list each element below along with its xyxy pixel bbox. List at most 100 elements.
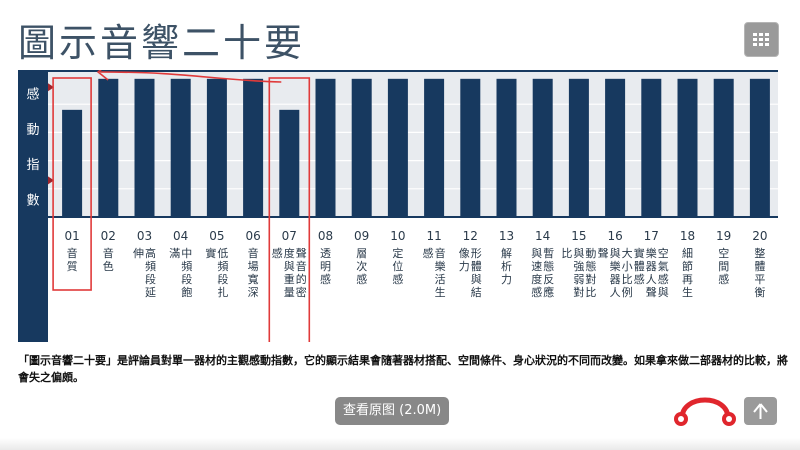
- tick-number-20: 20: [752, 229, 767, 243]
- tick-label-14: 態: [543, 259, 554, 273]
- view-original-button[interactable]: 查看原图 (2.0M): [335, 397, 450, 425]
- tick-label-03: 段: [145, 272, 156, 286]
- y-axis-marker: [48, 176, 54, 185]
- bar-10: [387, 78, 408, 217]
- tick-label-11: 音: [435, 246, 446, 260]
- headphone-logo-icon: [674, 397, 736, 426]
- chart-container: 感動指數 01 音質 02 音色 03 高頻段延伸 04 中頻段飽滿 05 低頻段扎實 06 音場寬深 0…: [18, 70, 778, 342]
- tick-number-15: 15: [571, 229, 586, 243]
- scroll-top-button[interactable]: [744, 397, 777, 425]
- bar-07: [279, 109, 300, 217]
- tick-label-07: 密: [296, 285, 307, 299]
- tick-label-17: 器: [646, 260, 657, 273]
- tick-label-11: 生: [435, 285, 446, 299]
- bar-01: [62, 109, 83, 217]
- tick-label-15: 比: [585, 286, 596, 299]
- tick-label-18: 細: [682, 247, 693, 260]
- tick-label-20: 體: [754, 260, 765, 273]
- tick-label-15: 強: [573, 260, 584, 273]
- tick-label-11: 感: [423, 247, 434, 260]
- bar-03: [134, 78, 155, 217]
- tick-label-17: 空: [658, 246, 669, 260]
- tick-label-15: 對: [573, 285, 584, 299]
- tick-label-17: 氣: [658, 259, 669, 273]
- tick-label-20: 衡: [754, 286, 765, 299]
- tick-label-08: 明: [320, 260, 331, 273]
- tick-label-03: 伸: [133, 247, 144, 260]
- y-axis-label-char: 感: [26, 87, 39, 103]
- tick-label-14: 感: [531, 286, 542, 299]
- tick-label-03: 高: [145, 246, 156, 260]
- tick-label-15: 對: [585, 272, 596, 286]
- tick-label-19: 感: [718, 273, 729, 286]
- tick-number-13: 13: [499, 229, 514, 243]
- tick-number-04: 04: [173, 229, 188, 243]
- tick-label-06: 音: [248, 246, 259, 260]
- tick-label-10: 感: [392, 273, 403, 286]
- tick-label-07: 與: [284, 259, 295, 273]
- bar-08: [315, 78, 336, 217]
- bar-09: [351, 78, 372, 217]
- page-title: 圖示音響二十要: [18, 21, 306, 65]
- tick-label-04: 段: [181, 272, 192, 286]
- bar-14: [532, 78, 553, 217]
- tick-number-19: 19: [716, 229, 731, 243]
- annotation-box-01: [52, 77, 92, 291]
- tick-label-15: 弱: [573, 273, 584, 286]
- tick-label-17: 樂: [646, 246, 657, 260]
- tick-label-18: 再: [682, 273, 693, 286]
- tick-label-08: 感: [320, 273, 331, 286]
- tick-label-03: 頻: [145, 259, 156, 273]
- tick-label-16: 人: [610, 286, 621, 299]
- tick-label-12: 力: [459, 260, 470, 273]
- y-axis-marker: [48, 83, 54, 92]
- tick-label-14: 與: [531, 246, 542, 260]
- tick-number-05: 05: [209, 229, 224, 243]
- bar-15: [568, 78, 589, 217]
- tick-label-06: 深: [248, 286, 259, 299]
- tick-number-16: 16: [607, 229, 622, 243]
- tick-label-17: 感: [658, 273, 669, 286]
- tick-label-13: 析: [501, 259, 512, 273]
- tick-label-16: 樂: [610, 259, 621, 273]
- bar-06: [243, 78, 264, 217]
- tick-label-05: 頻: [217, 259, 228, 273]
- y-axis-band: [18, 70, 48, 342]
- tick-label-05: 低: [217, 247, 228, 260]
- grid-button[interactable]: [744, 22, 779, 57]
- tick-number-02: 02: [101, 229, 116, 243]
- tick-label-14: 應: [543, 285, 554, 299]
- tick-label-01: 質: [67, 259, 78, 273]
- y-axis-label-char: 動: [26, 123, 39, 138]
- page-bottom-edge: [0, 438, 800, 450]
- annotation-arrow: [100, 71, 282, 83]
- grid-icon: [753, 33, 769, 46]
- tick-label-05: 段: [217, 272, 228, 286]
- tick-number-01: 01: [64, 229, 79, 243]
- bar-17: [641, 78, 662, 217]
- tick-label-20: 平: [754, 273, 765, 286]
- tick-label-14: 度: [531, 272, 542, 286]
- tick-label-18: 生: [682, 285, 693, 299]
- tick-number-07: 07: [282, 229, 297, 243]
- tick-label-17: 感: [634, 273, 645, 286]
- bar-chart: 感動指數01音質02音色03高頻段延伸04中頻段飽滿05低頻段扎實06音場寬深0…: [18, 70, 778, 342]
- bar-18: [677, 78, 698, 217]
- tick-label-17: 聲: [646, 285, 657, 299]
- tick-label-12: 像: [459, 247, 470, 260]
- tick-label-09: 感: [356, 273, 367, 286]
- tick-number-14: 14: [535, 229, 550, 243]
- tick-label-16: 小: [622, 260, 633, 273]
- tick-label-19: 空: [718, 246, 729, 260]
- bar-02: [98, 78, 119, 217]
- tick-label-11: 樂: [435, 259, 446, 273]
- tick-label-07: 重: [284, 272, 295, 286]
- tick-label-07: 音: [296, 259, 307, 273]
- tick-label-20: 整: [754, 246, 765, 260]
- tick-label-15: 動: [585, 246, 596, 260]
- tick-number-17: 17: [644, 229, 659, 243]
- tick-label-03: 延: [145, 286, 156, 299]
- chart-top-border: [18, 70, 778, 72]
- tick-label-04: 中: [181, 247, 192, 260]
- tick-label-11: 活: [435, 273, 446, 286]
